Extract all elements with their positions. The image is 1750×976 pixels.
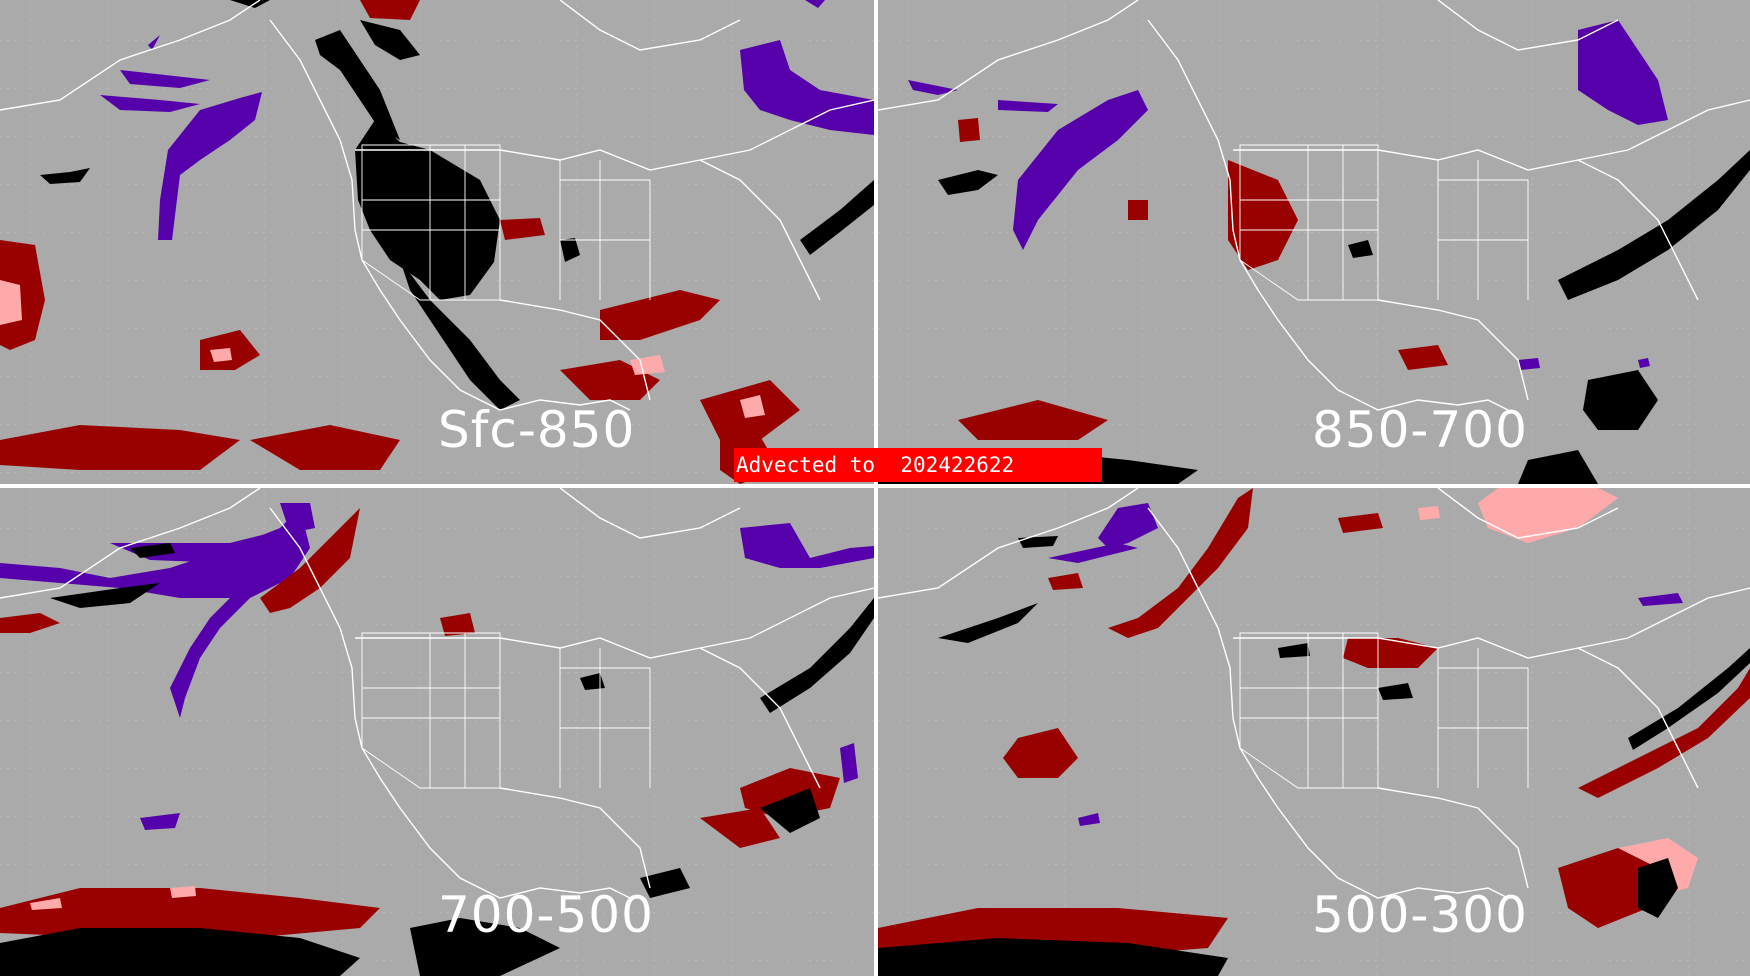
panel-850-700: 850-700 <box>878 0 1750 484</box>
pink-region <box>1478 488 1618 543</box>
layer-label: Sfc-850 <box>438 401 636 459</box>
map-850-700 <box>878 0 1750 484</box>
advected-banner: Advected to 202422622 <box>734 448 1102 482</box>
map-700-500 <box>0 488 874 976</box>
purple-region <box>158 92 262 240</box>
panel-500-300: 500-300 <box>878 488 1750 976</box>
black-region <box>355 120 500 300</box>
map-500-300 <box>878 488 1750 976</box>
panel-sfc-850: Sfc-850 <box>0 0 874 484</box>
layer-label: 700-500 <box>438 886 654 944</box>
layer-label: 500-300 <box>1312 886 1528 944</box>
map-sfc-850 <box>0 0 874 484</box>
vertical-divider <box>874 0 878 976</box>
layer-label: 850-700 <box>1312 401 1528 459</box>
purple-region <box>1013 90 1148 250</box>
panel-700-500: 700-500 <box>0 488 874 976</box>
